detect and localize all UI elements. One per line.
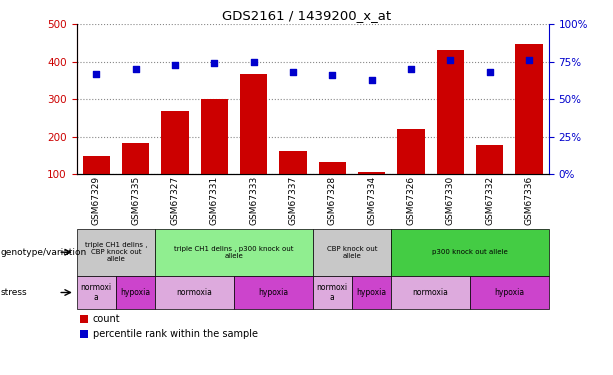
- Point: [131, 66, 140, 72]
- Text: CBP knock out
allele: CBP knock out allele: [327, 246, 377, 259]
- Text: triple CH1 delins , p300 knock out
allele: triple CH1 delins , p300 knock out allel…: [174, 246, 294, 259]
- Bar: [122, 143, 150, 174]
- Bar: [436, 50, 464, 174]
- Text: percentile rank within the sample: percentile rank within the sample: [93, 329, 257, 339]
- Text: genotype/variation: genotype/variation: [1, 248, 87, 256]
- Point: [249, 59, 259, 65]
- Text: normoxi
a: normoxi a: [317, 283, 348, 302]
- Bar: [476, 145, 503, 174]
- Text: normoxi
a: normoxi a: [81, 283, 112, 302]
- Text: triple CH1 delins ,
CBP knock out
allele: triple CH1 delins , CBP knock out allele: [85, 242, 147, 262]
- Bar: [397, 129, 425, 174]
- Bar: [83, 156, 110, 174]
- Bar: [200, 99, 228, 174]
- Point: [485, 69, 495, 75]
- Text: hypoxia: hypoxia: [494, 288, 524, 297]
- Text: count: count: [93, 314, 120, 324]
- Bar: [161, 111, 189, 174]
- Bar: [279, 151, 306, 174]
- Text: hypoxia: hypoxia: [357, 288, 387, 297]
- Point: [210, 60, 219, 66]
- Text: normoxia: normoxia: [177, 288, 213, 297]
- Point: [91, 71, 101, 77]
- Point: [170, 62, 180, 68]
- Text: hypoxia: hypoxia: [121, 288, 151, 297]
- Bar: [319, 162, 346, 174]
- Bar: [515, 44, 543, 174]
- Point: [524, 57, 534, 63]
- Point: [288, 69, 298, 75]
- Text: GDS2161 / 1439200_x_at: GDS2161 / 1439200_x_at: [222, 9, 391, 22]
- Text: hypoxia: hypoxia: [258, 288, 288, 297]
- Text: normoxia: normoxia: [413, 288, 449, 297]
- Point: [367, 77, 376, 83]
- Bar: [240, 74, 267, 174]
- Bar: [358, 172, 386, 174]
- Point: [327, 72, 337, 78]
- Point: [406, 66, 416, 72]
- Text: p300 knock out allele: p300 knock out allele: [432, 249, 508, 255]
- Text: stress: stress: [1, 288, 27, 297]
- Point: [446, 57, 455, 63]
